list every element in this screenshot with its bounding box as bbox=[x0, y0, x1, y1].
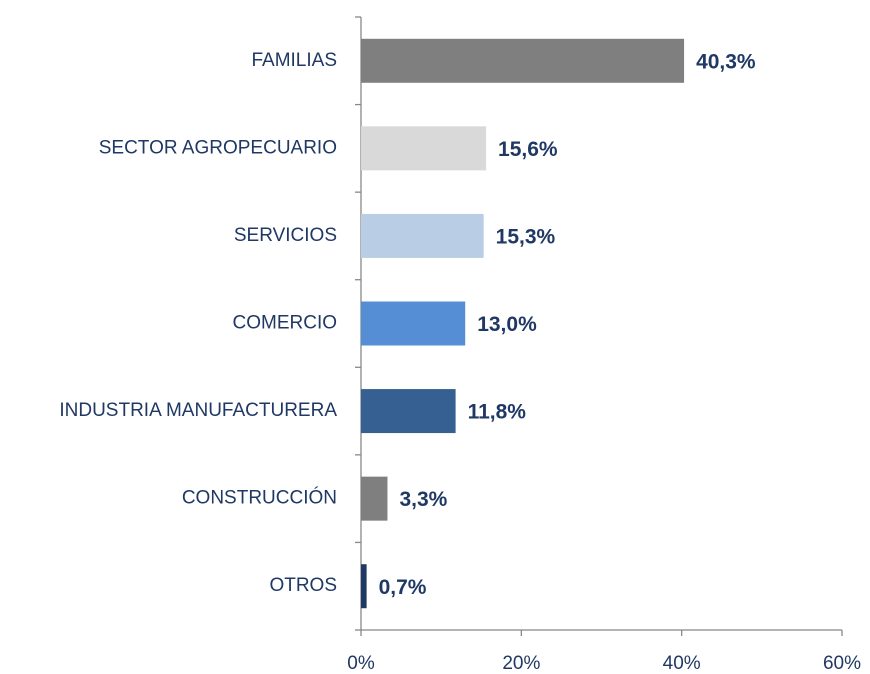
value-label: 3,3% bbox=[399, 488, 447, 511]
category-label: FAMILIAS bbox=[251, 50, 337, 71]
category-label: OTROS bbox=[269, 575, 337, 596]
value-label: 13,0% bbox=[477, 313, 537, 336]
category-label: INDUSTRIA MANUFACTURERA bbox=[59, 400, 337, 421]
category-label: SECTOR AGROPECUARIO bbox=[99, 137, 337, 158]
category-label: SERVICIOS bbox=[234, 225, 337, 246]
category-label: CONSTRUCCIÓN bbox=[182, 487, 337, 509]
bar bbox=[361, 126, 487, 171]
x-tick-label: 40% bbox=[663, 653, 701, 674]
bar bbox=[361, 38, 685, 83]
x-tick-label: 0% bbox=[347, 653, 375, 674]
value-label: 15,3% bbox=[496, 225, 556, 248]
bar bbox=[361, 476, 388, 521]
x-tick-label: 20% bbox=[502, 653, 540, 674]
value-label: 40,3% bbox=[696, 50, 756, 73]
bar bbox=[361, 213, 484, 258]
x-tick-label: 60% bbox=[823, 653, 861, 674]
bar bbox=[361, 389, 456, 434]
value-label: 11,8% bbox=[468, 401, 527, 424]
value-label: 15,6% bbox=[498, 138, 558, 161]
value-label: 0,7% bbox=[379, 576, 427, 599]
bar bbox=[361, 564, 367, 609]
category-label: COMERCIO bbox=[233, 313, 338, 334]
bar bbox=[361, 301, 466, 346]
